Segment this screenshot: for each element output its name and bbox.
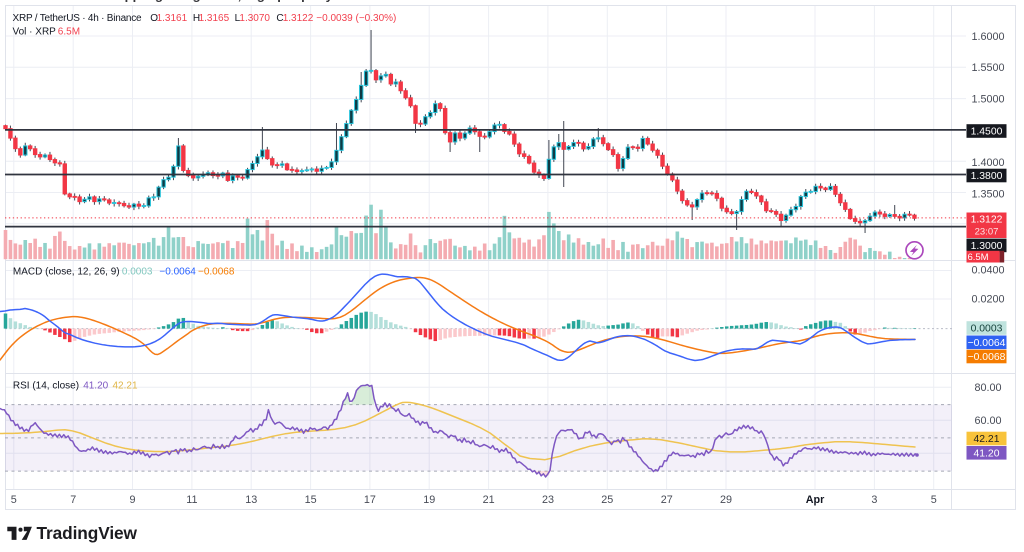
svg-text:RSI (14, close): RSI (14, close) [13,381,79,392]
svg-text:−0.0068: −0.0068 [968,352,1006,363]
svg-text:−0.0039 (−0.30%): −0.0039 (−0.30%) [316,13,396,24]
svg-text:MACD (close, 12, 26, 9): MACD (close, 12, 26, 9) [13,267,120,278]
svg-text:C: C [276,13,283,24]
svg-text:XRP / TetherUS · 4h · Binance: XRP / TetherUS · 4h · Binance [13,13,143,24]
svg-text:60.00: 60.00 [974,415,1001,427]
svg-text:23: 23 [542,494,554,506]
svg-text:3: 3 [871,494,877,506]
svg-text:1.4000: 1.4000 [971,157,1004,169]
svg-text:42.21: 42.21 [113,381,138,392]
svg-text:23:07: 23:07 [975,226,999,237]
svg-text:80.00: 80.00 [974,382,1001,394]
svg-text:29: 29 [720,494,732,506]
svg-text:1.3500: 1.3500 [971,188,1004,200]
svg-text:1.3070: 1.3070 [239,13,270,24]
svg-text:13: 13 [245,494,257,506]
svg-text:0.0003: 0.0003 [122,267,153,278]
svg-text:1.3161: 1.3161 [157,13,188,24]
svg-text:1.6000: 1.6000 [971,31,1004,43]
svg-text:Vol · XRP: Vol · XRP [13,27,57,38]
svg-text:TradingView: TradingView [37,523,138,543]
svg-text:1.4500: 1.4500 [971,127,1003,138]
svg-text:25: 25 [601,494,613,506]
svg-text:1.3122: 1.3122 [971,214,1003,225]
svg-text:0.0200: 0.0200 [971,293,1004,305]
svg-text:42.21: 42.21 [973,434,999,445]
svg-text:15: 15 [305,494,317,506]
svg-text:ripple gains ground; big April: ripple gains ground; big April party for… [116,0,418,3]
svg-text:21: 21 [483,494,495,506]
svg-text:9: 9 [129,494,135,506]
svg-text:H: H [193,13,200,24]
svg-text:5: 5 [931,494,937,506]
svg-text:5: 5 [11,494,17,506]
svg-text:O: O [150,13,158,24]
svg-text:Apr: Apr [806,494,825,506]
svg-text:L: L [235,13,241,24]
svg-text:7: 7 [70,494,76,506]
svg-text:19: 19 [423,494,435,506]
svg-text:41.20: 41.20 [83,381,108,392]
svg-text:6.5M: 6.5M [58,27,80,38]
svg-text:1.3000: 1.3000 [971,241,1003,252]
svg-text:1.5000: 1.5000 [971,93,1004,105]
svg-text:1.3165: 1.3165 [199,13,230,24]
svg-text:1.3122: 1.3122 [283,13,314,24]
svg-text:11: 11 [186,494,197,506]
svg-text:1.3800: 1.3800 [971,171,1003,182]
svg-text:1.5500: 1.5500 [971,62,1004,74]
svg-text:−0.0068: −0.0068 [198,267,235,278]
svg-text:0.0003: 0.0003 [971,324,1003,335]
svg-text:0.0400: 0.0400 [971,264,1004,276]
svg-text:−0.0064: −0.0064 [968,338,1006,349]
svg-text:17: 17 [364,494,376,506]
svg-text:−0.0064: −0.0064 [159,267,196,278]
svg-text:41.20: 41.20 [973,448,999,459]
svg-text:27: 27 [661,494,673,506]
svg-text:6.5M: 6.5M [967,252,988,263]
